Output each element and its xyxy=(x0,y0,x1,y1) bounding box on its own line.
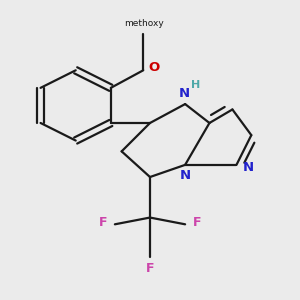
Text: O: O xyxy=(148,61,160,74)
Text: F: F xyxy=(193,217,202,230)
Text: H: H xyxy=(191,80,201,90)
Text: F: F xyxy=(98,217,107,230)
Text: F: F xyxy=(146,262,154,275)
Text: methoxy: methoxy xyxy=(124,19,164,28)
Text: N: N xyxy=(180,169,191,182)
Text: N: N xyxy=(243,161,254,174)
Text: N: N xyxy=(179,87,190,101)
